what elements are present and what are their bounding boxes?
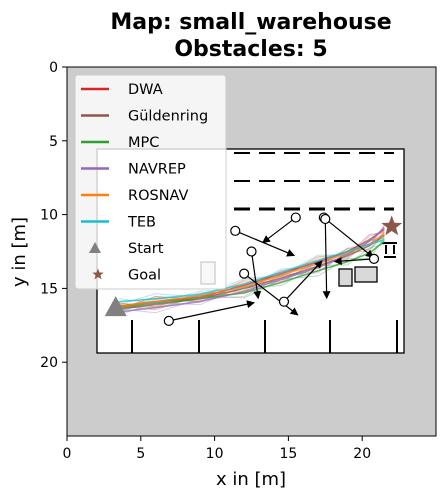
- obstacle-start-circle: [320, 213, 331, 225]
- trajectories: [118, 224, 385, 316]
- plot-area: [66, 66, 437, 437]
- obstacle-start-circle: [230, 225, 241, 236]
- x-axis-label: x in [m]: [216, 469, 286, 490]
- start-marker: [104, 296, 127, 317]
- shelf: [338, 268, 353, 287]
- start-goal-markers: [104, 215, 403, 317]
- obstacle-path-arrow: [243, 273, 299, 316]
- legend-label: TEB: [127, 215, 156, 231]
- obstacle-path-arrow: [322, 219, 331, 300]
- obstacle-path-arrow: [168, 300, 255, 322]
- y-tick-label: 15: [40, 281, 58, 297]
- warehouse-walls: [131, 152, 398, 353]
- legend-label: MPC: [128, 135, 159, 151]
- x-tick-label: 0: [63, 446, 72, 462]
- y-tick-label: 10: [40, 208, 58, 224]
- legend-label: Goal: [128, 268, 161, 284]
- y-tick-label: 20: [40, 355, 58, 371]
- obstacle-path-arrow: [250, 251, 262, 300]
- y-tick-label: 5: [49, 134, 58, 150]
- obstacle-start-circle: [246, 246, 257, 257]
- obstacle-path-arrow: [262, 217, 297, 244]
- shelf: [354, 266, 378, 283]
- obstacle-start-circle: [290, 212, 301, 223]
- legend-label: ROSNAV: [128, 188, 189, 204]
- axes: [66, 66, 437, 437]
- y-axis-label: y in [m]: [9, 217, 30, 287]
- obstacle-start-circle: [368, 253, 380, 264]
- y-tick-label: 0: [49, 60, 58, 76]
- trajectory-teb-line: [118, 238, 385, 303]
- legend-box: [74, 74, 227, 290]
- obstacle-start-circle: [278, 296, 290, 307]
- obstacle-path-arrow: [323, 217, 374, 258]
- axes-frame: [66, 66, 437, 437]
- trajectory-navrep-line: [118, 230, 385, 316]
- chart-subtitle: Obstacles: 5: [174, 37, 327, 62]
- obstacle-path-arrow: [283, 260, 323, 303]
- obstacle-start-circle: [239, 268, 250, 279]
- x-tick-label: 5: [136, 446, 145, 462]
- x-tick-label: 10: [206, 446, 224, 462]
- trajectory-mpc-line: [118, 240, 385, 309]
- x-axis-ticks: 0 5 10 15 20: [63, 436, 371, 462]
- legend-start-symbol: [89, 242, 101, 253]
- legend-label: Güldenring: [128, 109, 208, 125]
- legend: DWA Güldenring MPC NAVREP ROSNAV TEB Start Goal: [74, 74, 227, 290]
- legend-label: NAVREP: [128, 162, 186, 178]
- chart-title: Map: small_warehouse: [110, 10, 391, 35]
- legend-label: Start: [128, 241, 164, 257]
- trajectory-navrep-line: [118, 227, 385, 313]
- y-axis-ticks: 0 5 10 15 20: [40, 60, 67, 371]
- obstacle-paths: [163, 212, 380, 326]
- goal-marker: [381, 215, 403, 236]
- obstacle-start-circle: [163, 315, 174, 326]
- legend-goal-symbol: [92, 268, 104, 280]
- x-tick-label: 20: [353, 446, 371, 462]
- legend-label: DWA: [128, 82, 163, 98]
- trajectory-teb-line: [118, 238, 385, 306]
- obstacle-path-arrow: [333, 257, 375, 266]
- x-tick-label: 15: [279, 446, 297, 462]
